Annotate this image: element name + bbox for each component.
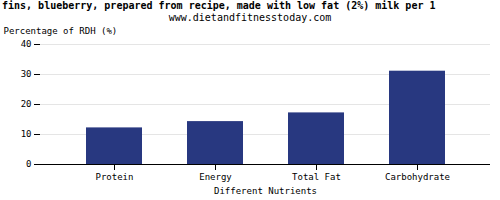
svg-text:40: 40 [21, 39, 32, 49]
html-text:www.dietandfitnesstoday.com: www.dietandfitnesstoday.com [168, 12, 332, 23]
svg-text:Different Nutrients: Different Nutrients [214, 186, 317, 196]
svg-text:Percentage of RDH (%): Percentage of RDH (%) [4, 26, 118, 36]
html-text:fins, blueberry, prepared from: fins, blueberry, prepared from recipe, m… [2, 0, 436, 11]
svg-text:Protein: Protein [96, 172, 134, 182]
svg-text:10: 10 [21, 129, 32, 139]
svg-text:0: 0 [26, 159, 31, 169]
svg-text:Carbohydrate: Carbohydrate [385, 172, 450, 182]
svg-text:20: 20 [21, 99, 32, 109]
svg-text:30: 30 [21, 69, 32, 79]
svg-text:Total Fat: Total Fat [292, 172, 341, 182]
svg-text:Energy: Energy [199, 172, 232, 182]
